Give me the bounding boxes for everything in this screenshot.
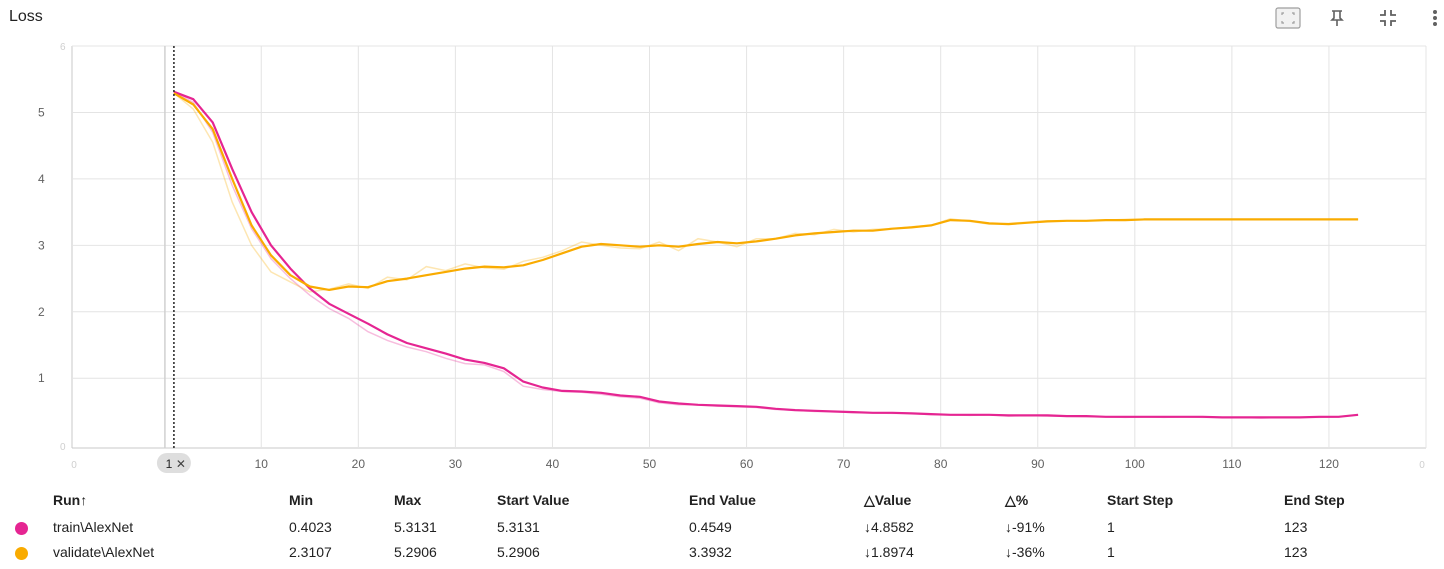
min-value: 0.4023 — [289, 519, 332, 535]
x-tick-label: 100 — [1125, 457, 1145, 471]
table-row: train\AlexNet 0.4023 5.3131 5.3131 0.454… — [0, 517, 1444, 539]
min-value: 2.3107 — [289, 544, 332, 560]
y-tick-label: 5 — [38, 105, 45, 119]
cursor-chip[interactable] — [156, 453, 191, 473]
start-value: 5.3131 — [497, 519, 540, 535]
x-tick-label: 50 — [643, 457, 657, 471]
header-end-value[interactable]: End Value — [689, 492, 756, 508]
start-step: 1 — [1107, 544, 1115, 560]
series-smoothed-line — [173, 90, 1359, 419]
header-max[interactable]: Max — [394, 492, 422, 508]
header-delta-value[interactable]: △Value — [864, 492, 912, 508]
y-tick-label: 2 — [38, 305, 45, 319]
x-tick-label: 120 — [1319, 457, 1339, 471]
end-value: 3.3932 — [689, 544, 732, 560]
end-step: 123 — [1284, 544, 1308, 560]
y-tick-label: 3 — [38, 238, 45, 252]
delta-value: ↓1.8974 — [864, 544, 914, 560]
more-vert-icon[interactable] — [1421, 4, 1444, 32]
start-step: 1 — [1107, 519, 1115, 535]
y-tick-label-faint: 6 — [60, 42, 66, 53]
run-color-dot — [15, 522, 28, 535]
x-tick-label-faint: 0 — [1419, 460, 1425, 471]
chart-series — [173, 90, 1359, 419]
series-smoothed-line — [173, 92, 1359, 291]
delta-value: ↓4.8582 — [864, 519, 914, 535]
header-start-step[interactable]: Start Step — [1107, 492, 1174, 508]
step-cursor: 1 ✕ — [156, 46, 191, 473]
x-tick-label: 110 — [1222, 457, 1241, 471]
cursor-step-label: 1 — [166, 457, 173, 471]
header-delta-percent[interactable]: △% — [1005, 492, 1029, 508]
table-header: Run↑ Min Max Start Value End Value △Valu… — [0, 490, 1444, 512]
x-tick-label: 80 — [934, 457, 948, 471]
header-start-value[interactable]: Start Value — [497, 492, 570, 508]
close-icon[interactable]: ✕ — [176, 457, 186, 471]
y-tick-label-faint: 0 — [60, 442, 66, 453]
run-name: validate\AlexNet — [53, 544, 155, 560]
series-raw-line — [173, 91, 1359, 419]
delta-percent: ↓-36% — [1005, 544, 1045, 560]
delta-percent: ↓-91% — [1005, 519, 1045, 535]
y-tick-label: 1 — [38, 371, 45, 385]
x-tick-label: 10 — [255, 457, 269, 471]
x-tick-label: 70 — [837, 457, 851, 471]
series-raw-line — [173, 92, 1359, 293]
run-name: train\AlexNet — [53, 519, 134, 535]
header-end-step[interactable]: End Step — [1284, 492, 1345, 508]
x-tick-label-faint: 0 — [71, 460, 77, 471]
table-row: validate\AlexNet 2.3107 5.2906 5.2906 3.… — [0, 542, 1444, 564]
x-tick-label: 60 — [740, 457, 754, 471]
x-tick-label: 40 — [546, 457, 560, 471]
chart-grid — [71, 45, 1427, 449]
y-tick-label: 4 — [38, 172, 45, 186]
x-tick-label: 30 — [449, 457, 463, 471]
max-value: 5.3131 — [394, 519, 437, 535]
run-color-dot — [15, 547, 28, 560]
end-value: 0.4549 — [689, 519, 732, 535]
start-value: 5.2906 — [497, 544, 540, 560]
sort-arrow-icon: ↑ — [80, 492, 88, 508]
card-title: Loss — [9, 8, 43, 25]
header-run[interactable]: Run↑ — [53, 492, 88, 508]
end-step: 123 — [1284, 519, 1308, 535]
header-min[interactable]: Min — [289, 492, 314, 508]
pin-icon[interactable] — [1323, 4, 1351, 32]
x-tick-label: 90 — [1031, 457, 1045, 471]
x-tick-label: 20 — [352, 457, 366, 471]
fit-to-domain-icon[interactable] — [1274, 4, 1302, 32]
collapse-icon[interactable] — [1374, 4, 1402, 32]
max-value: 5.2906 — [394, 544, 437, 560]
